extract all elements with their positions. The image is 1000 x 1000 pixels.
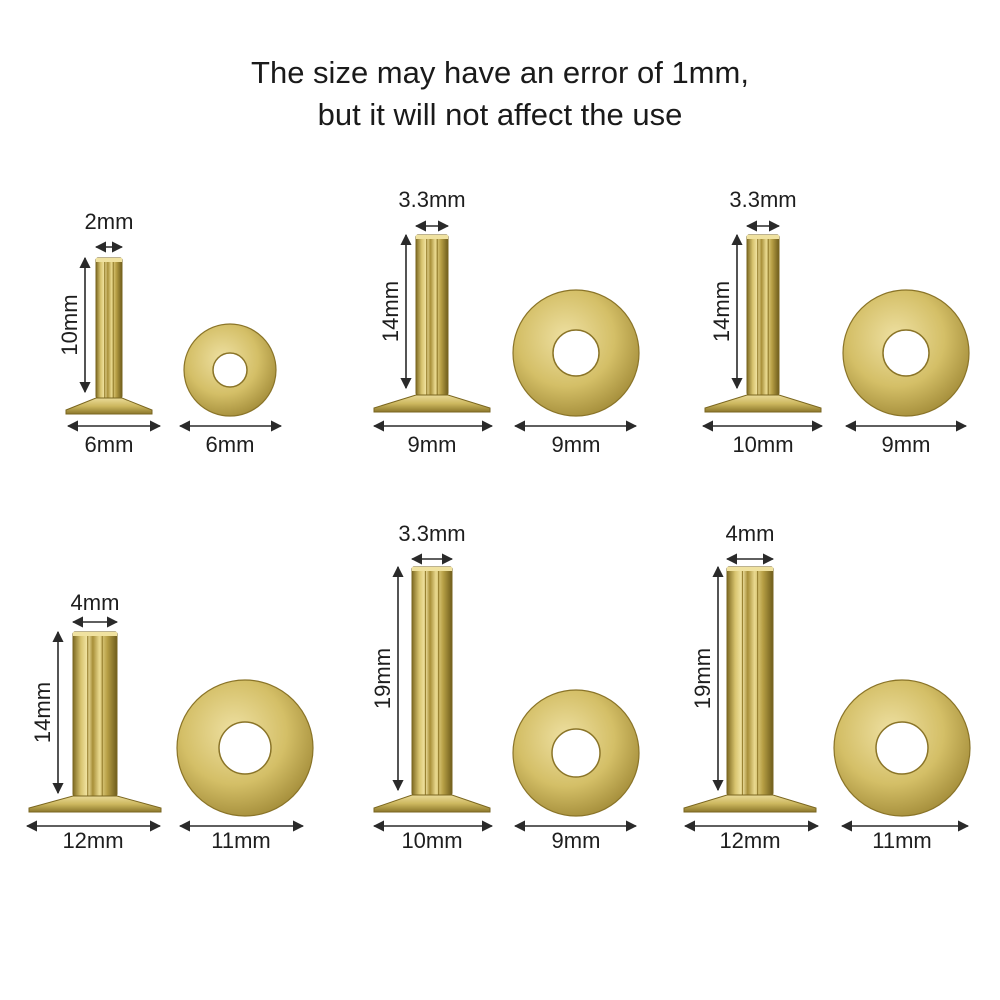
set-1: 2mm 10mm 6mm 6mm: [57, 209, 283, 457]
rivet: [373, 566, 491, 813]
caption: The size may have an error of 1mm, but i…: [0, 52, 1000, 136]
washer-diameter-label: 11mm: [211, 828, 271, 853]
washer-hole: [212, 352, 248, 388]
shaft-diameter-label: 3.3mm: [398, 521, 465, 546]
rivet-head: [373, 394, 491, 413]
rivet: [704, 234, 822, 413]
dimensions: [66, 241, 283, 432]
shaft-rim: [416, 235, 448, 239]
head-diameter-label: 12mm: [719, 828, 780, 853]
rivet-head: [373, 794, 491, 813]
set-6: 4mm 19mm 12mm 11mm: [683, 521, 971, 853]
caption-line-2: but it will not affect the use: [317, 97, 683, 132]
set-4: 4mm 14mm 12mm 11mm: [25, 590, 314, 853]
shaft-rim: [73, 632, 117, 636]
head-diameter-label: 10mm: [732, 432, 793, 457]
washer: [833, 679, 971, 817]
caption-line-1: The size may have an error of 1mm,: [251, 55, 749, 90]
washer-hole: [218, 721, 272, 775]
washer-hole: [552, 329, 600, 377]
set-2: 3.3mm 14mm 9mm 9mm: [372, 187, 640, 457]
shaft-diameter-label: 4mm: [726, 521, 775, 546]
dimensions: [372, 553, 638, 832]
shaft-diameter-label: 3.3mm: [398, 187, 465, 212]
rivet-shaft: [72, 631, 118, 797]
dimensions: [372, 220, 638, 432]
rivet: [28, 631, 162, 813]
shaft-rim: [747, 235, 779, 239]
shaft-length-label: 19mm: [370, 648, 395, 709]
shaft-diameter-label: 3.3mm: [729, 187, 796, 212]
head-diameter-label: 10mm: [401, 828, 462, 853]
rivet: [65, 257, 153, 415]
shaft-rim: [727, 567, 773, 571]
washer: [512, 689, 640, 817]
rivet-shaft: [726, 566, 774, 796]
washer-hole: [882, 329, 930, 377]
rivet: [373, 234, 491, 413]
shaft-length-label: 14mm: [30, 682, 55, 743]
dimensions: [683, 553, 970, 832]
shaft-rim: [96, 258, 122, 262]
washer-diameter-label: 9mm: [552, 828, 601, 853]
shaft-rim: [412, 567, 452, 571]
washer: [512, 289, 640, 417]
rivet-shaft: [411, 566, 453, 796]
rivet-head: [683, 794, 817, 813]
rivet-shaft: [746, 234, 780, 396]
shaft-diameter-label: 4mm: [71, 590, 120, 615]
dimensions: [701, 220, 968, 432]
dimensions: [25, 616, 305, 832]
washer-diameter-label: 9mm: [552, 432, 601, 457]
washer-hole: [551, 728, 601, 778]
rivet-shaft: [95, 257, 123, 399]
shaft-length-label: 14mm: [709, 281, 734, 342]
washer: [183, 323, 277, 417]
rivet-head: [65, 397, 153, 415]
washer-hole: [875, 721, 929, 775]
head-diameter-label: 6mm: [85, 432, 134, 457]
shaft-diameter-label: 2mm: [85, 209, 134, 234]
shaft-length-label: 14mm: [378, 281, 403, 342]
washer: [842, 289, 970, 417]
washer-diameter-label: 11mm: [872, 828, 932, 853]
set-3: 3.3mm 14mm 10mm 9mm: [701, 187, 970, 457]
shaft-length-label: 10mm: [57, 294, 82, 355]
washer-diameter-label: 9mm: [882, 432, 931, 457]
washer-diameter-label: 6mm: [206, 432, 255, 457]
shaft-length-label: 19mm: [690, 648, 715, 709]
rivet-shaft: [415, 234, 449, 396]
rivet-head: [704, 394, 822, 413]
rivet: [683, 566, 817, 813]
head-diameter-label: 9mm: [408, 432, 457, 457]
rivet-head: [28, 795, 162, 813]
set-5: 3.3mm 19mm 10mm 9mm: [370, 521, 640, 853]
washer: [176, 679, 314, 817]
head-diameter-label: 12mm: [62, 828, 123, 853]
